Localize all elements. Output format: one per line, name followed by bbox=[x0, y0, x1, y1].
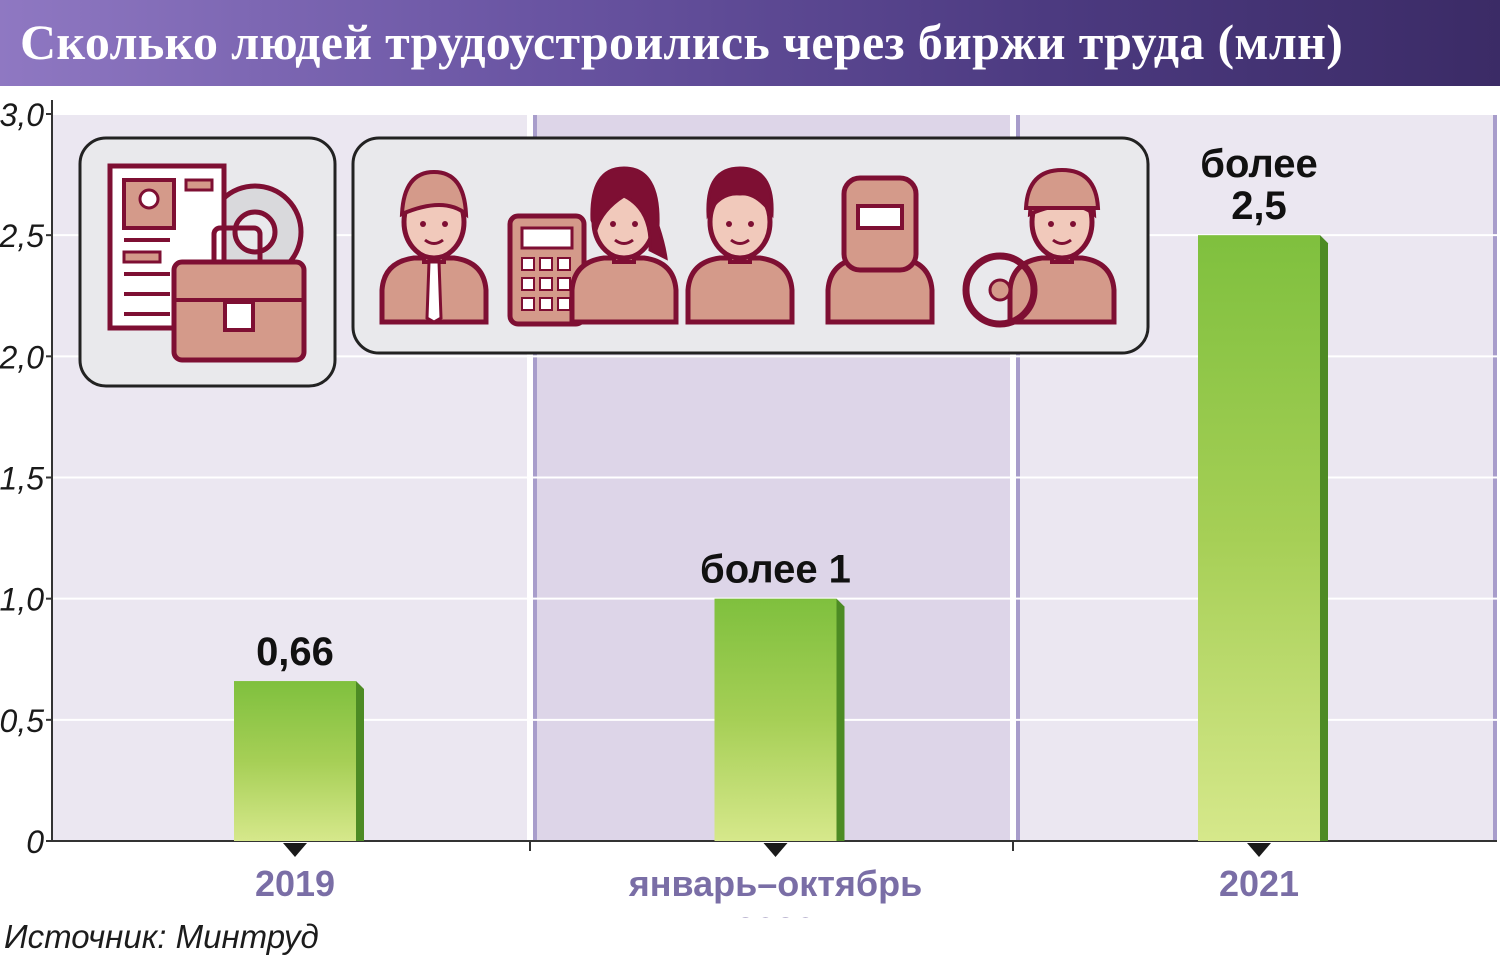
bar-chart: 0 0,5 1,0 1,5 2,0 2,5 3,0 0,66 2019 более 1 январ… bbox=[0, 97, 1497, 918]
y-tick-label: 0,5 bbox=[0, 703, 44, 739]
bar-side bbox=[1320, 235, 1328, 841]
x-marker bbox=[763, 843, 788, 857]
bar bbox=[714, 598, 837, 841]
data-label: более 1 bbox=[700, 548, 851, 592]
data-label: 2,5 bbox=[1231, 184, 1287, 228]
accountant-woman-icon bbox=[569, 166, 679, 325]
y-tick-label: 1,5 bbox=[0, 461, 44, 497]
bar bbox=[1198, 235, 1320, 841]
businessman-icon bbox=[379, 169, 489, 325]
y-tick-label: 1,0 bbox=[0, 582, 44, 618]
data-label: более bbox=[1200, 142, 1318, 186]
category-label: 2019 bbox=[255, 863, 335, 904]
bar bbox=[234, 681, 356, 841]
data-label: 0,66 bbox=[256, 630, 334, 674]
y-tick-label: 2,5 bbox=[0, 218, 44, 254]
bar-side bbox=[356, 681, 364, 841]
category-label: январь–октябрь bbox=[628, 863, 923, 904]
welder-icon bbox=[825, 175, 935, 325]
y-tick-label: 2,0 bbox=[0, 339, 44, 375]
doctor-icon bbox=[685, 166, 795, 325]
bar-side bbox=[836, 598, 845, 841]
header-bar: Сколько людей трудоустроились через бирж… bbox=[0, 0, 1500, 86]
steering-wheel-icon bbox=[962, 252, 1038, 328]
source-note: Источник: Минтруд bbox=[4, 918, 319, 955]
driver-icon bbox=[1007, 167, 1117, 325]
chart-title: Сколько людей трудоустроились через бирж… bbox=[20, 14, 1344, 70]
x-marker bbox=[1247, 843, 1271, 857]
x-marker bbox=[283, 843, 307, 857]
y-tick-label: 3,0 bbox=[0, 97, 44, 133]
briefcase-icon bbox=[171, 225, 307, 363]
category-label: 2021 bbox=[1219, 863, 1299, 904]
y-tick-label: 0 bbox=[26, 824, 44, 860]
category-label: 2020 bbox=[735, 910, 815, 918]
